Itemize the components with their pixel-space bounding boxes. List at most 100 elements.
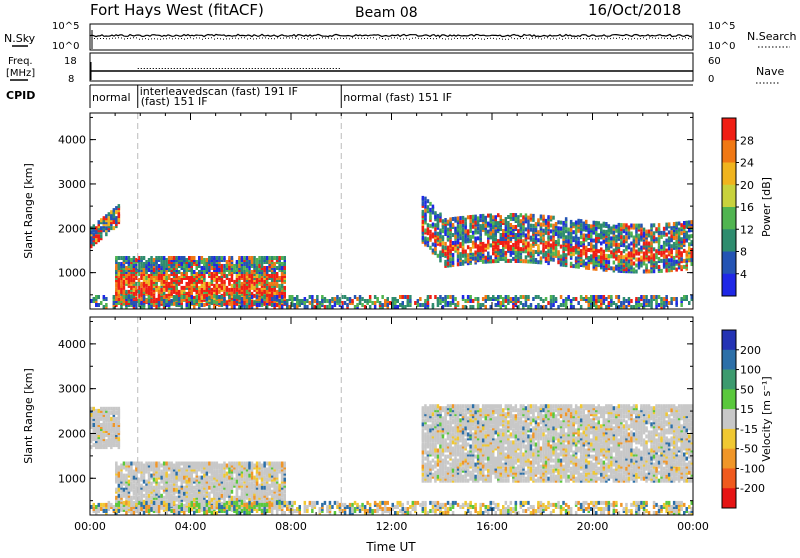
range-cell: [547, 241, 550, 245]
range-cell: [520, 295, 523, 299]
range-cell: [495, 303, 498, 307]
range-cell: [123, 290, 126, 294]
range-cell: [429, 295, 432, 299]
range-cell: [273, 462, 276, 466]
range-cell: [236, 278, 239, 282]
range-cell: [170, 256, 173, 260]
range-cell: [530, 244, 533, 248]
range-cell: [173, 256, 176, 260]
range-cell: [630, 305, 633, 309]
nsky-trace: [90, 30, 692, 49]
range-cell: [186, 272, 189, 276]
range-cell: [540, 215, 543, 219]
range-cell: [447, 252, 450, 256]
range-cell: [635, 250, 638, 254]
range-cell: [572, 222, 575, 226]
range-cell: [454, 247, 457, 251]
range-cell: [653, 231, 656, 235]
range-cell: [670, 258, 673, 262]
range-cell: [206, 478, 209, 482]
range-cell: [424, 237, 427, 241]
range-cell: [108, 216, 111, 220]
range-cell: [562, 299, 565, 303]
range-cell: [233, 280, 236, 284]
range-cell: [595, 231, 598, 235]
range-cell: [133, 256, 136, 260]
range-cell: [585, 246, 588, 250]
range-cell: [454, 297, 457, 301]
range-cell: [183, 476, 186, 480]
range-cell: [271, 462, 274, 466]
range-cell: [683, 235, 686, 239]
range-cell: [665, 295, 668, 299]
range-cell: [196, 295, 199, 299]
range-cell: [575, 297, 578, 301]
range-cell: [557, 305, 560, 309]
range-cell: [485, 295, 488, 299]
range-cell: [168, 301, 171, 305]
range-cell: [276, 282, 279, 286]
range-cell: [505, 299, 508, 303]
range-cell: [439, 219, 442, 223]
range-cell: [492, 221, 495, 225]
range-cell: [155, 478, 158, 482]
range-cell: [246, 268, 249, 272]
range-cell: [233, 301, 236, 305]
range-cell: [181, 256, 184, 260]
range-cell: [595, 295, 598, 299]
range-cell: [150, 482, 153, 486]
range-cell: [140, 256, 143, 260]
range-cell: [650, 305, 653, 309]
range-cell: [540, 297, 543, 301]
range-cell: [223, 286, 226, 290]
range-cell: [263, 295, 266, 299]
range-cell: [148, 274, 151, 278]
range-cell: [555, 297, 558, 301]
range-cell: [160, 464, 163, 468]
range-cell: [474, 257, 477, 261]
range-cell: [424, 201, 427, 205]
range-cell: [278, 276, 281, 280]
range-cell: [243, 276, 246, 280]
range-cell: [384, 303, 387, 307]
range-cell: [670, 230, 673, 234]
range-cell: [668, 250, 671, 254]
range-cell: [326, 305, 329, 309]
range-cell: [306, 305, 309, 309]
range-cell: [530, 228, 533, 232]
range-cell: [635, 234, 638, 238]
range-cell: [628, 263, 631, 267]
range-cell: [246, 295, 249, 299]
range-cell: [577, 301, 580, 305]
range-cell: [490, 255, 493, 259]
range-cell: [98, 220, 101, 224]
range-cell: [655, 255, 658, 259]
range-cell: [439, 213, 442, 217]
range-cell: [618, 223, 621, 227]
range-cell: [658, 237, 661, 241]
range-cell: [613, 249, 616, 253]
range-cell: [628, 251, 631, 255]
range-cell: [457, 224, 460, 228]
range-cell: [454, 235, 457, 239]
range-cell: [198, 256, 201, 260]
range-cell: [610, 266, 613, 270]
range-cell: [572, 246, 575, 250]
range-cell: [635, 264, 638, 268]
range-cell: [145, 260, 148, 264]
range-cell: [605, 260, 608, 264]
range-cell: [228, 476, 231, 480]
range-cell: [532, 297, 535, 301]
range-cell: [422, 303, 425, 307]
range-cell: [547, 221, 550, 225]
range-cell: [429, 246, 432, 250]
range-cell: [186, 295, 189, 299]
range-cell: [211, 272, 214, 276]
range-cell: [512, 213, 515, 217]
range-cell: [462, 220, 465, 224]
range-cell: [163, 480, 166, 484]
range-cell: [163, 276, 166, 280]
range-cell: [542, 223, 545, 227]
range-cell: [145, 299, 148, 303]
